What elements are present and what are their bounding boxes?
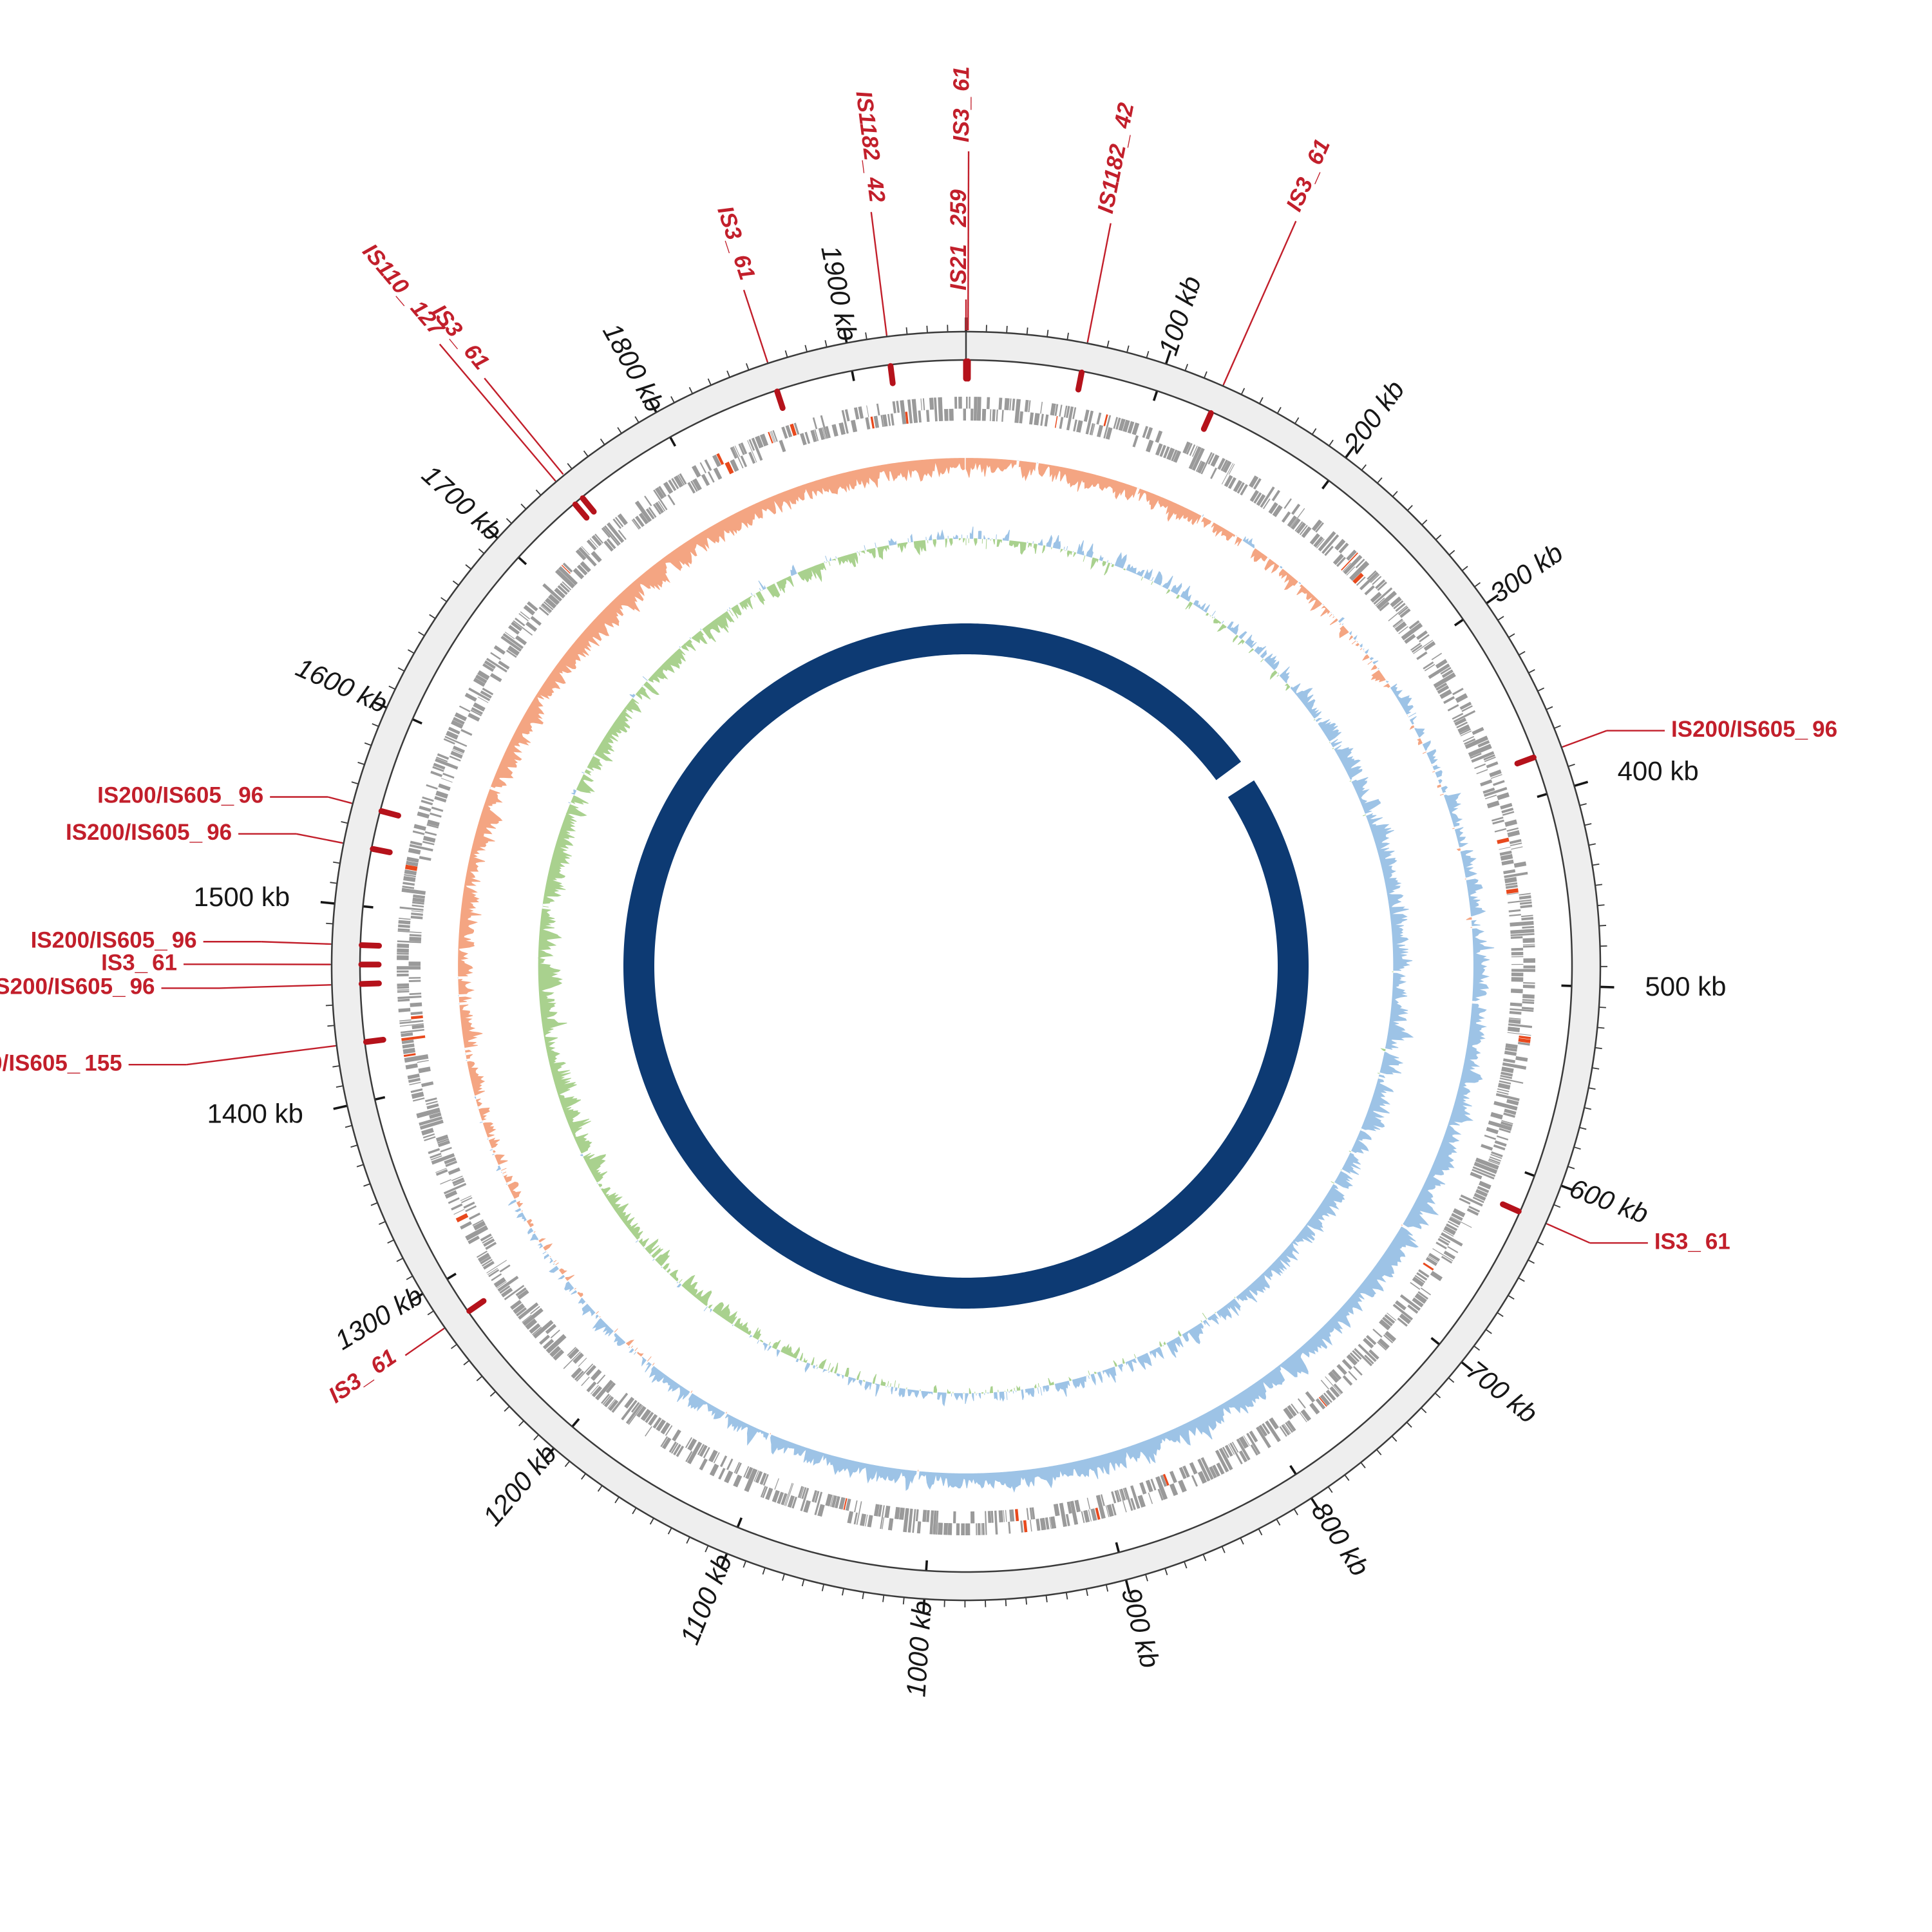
- svg-text:IS3_ 61: IS3_ 61: [949, 66, 974, 142]
- svg-text:500 kb: 500 kb: [1645, 971, 1726, 1001]
- svg-text:IS3_ 61: IS3_ 61: [1654, 1229, 1730, 1254]
- svg-text:IS21_ 259: IS21_ 259: [946, 189, 971, 290]
- svg-text:400 kb: 400 kb: [1618, 756, 1699, 786]
- svg-text:1000 kb: 1000 kb: [900, 1600, 937, 1698]
- svg-text:IS3_ 61: IS3_ 61: [101, 951, 177, 976]
- svg-text:IS200/IS605_ 96: IS200/IS605_ 96: [0, 974, 155, 999]
- svg-text:IS200/IS605_ 96: IS200/IS605_ 96: [97, 783, 263, 808]
- svg-text:IS200/IS605_ 96: IS200/IS605_ 96: [1671, 717, 1837, 742]
- svg-text:IS200/IS605_ 155: IS200/IS605_ 155: [0, 1050, 122, 1075]
- svg-text:IS200/IS605_ 96: IS200/IS605_ 96: [66, 820, 232, 845]
- svg-text:IS200/IS605_ 96: IS200/IS605_ 96: [31, 928, 197, 953]
- svg-text:1500 kb: 1500 kb: [194, 882, 290, 912]
- svg-text:1400 kb: 1400 kb: [207, 1098, 303, 1128]
